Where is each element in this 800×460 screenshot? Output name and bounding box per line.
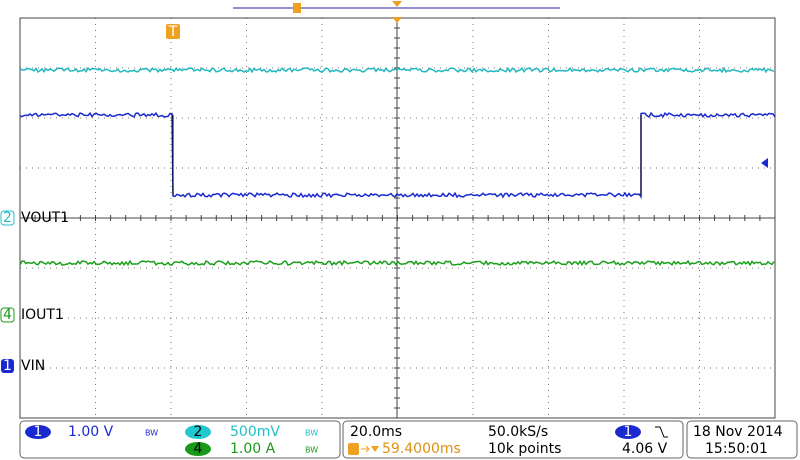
ch2-bw: BW [305, 429, 318, 438]
time: 15:50:01 [705, 441, 768, 457]
ch2-scale: 500mV [230, 424, 280, 440]
sample-rate: 50.0kS/s [488, 424, 548, 440]
status-ch4-badge-text: 4 [194, 441, 203, 457]
status-ch2-badge-text: 2 [194, 424, 203, 440]
ch4-scale: 1.00 A [230, 441, 276, 457]
date: 18 Nov 2014 [693, 424, 783, 440]
ch4-label: IOUT1 [21, 307, 64, 323]
trigger-pos-marker [371, 446, 379, 452]
timebase: 20.0ms [350, 424, 402, 440]
record-length: 10k points [488, 441, 561, 457]
trigger-position: 59.4000ms [382, 441, 461, 457]
trigger-source: 1 [624, 424, 633, 440]
ch1-badge-text: 1 [3, 358, 12, 374]
ch1-bw: BW [145, 429, 158, 438]
trigger-slope-icon [655, 427, 668, 437]
expansion-point [392, 17, 402, 23]
status-ch1-badge-text: 1 [34, 424, 43, 440]
ch1-label: VIN [21, 358, 45, 374]
record-trigger-marker [293, 3, 301, 13]
ch4-bw: BW [305, 446, 318, 455]
ch2-label: VOUT1 [21, 210, 69, 226]
trigger-marker: T [168, 24, 178, 40]
ch1-scale: 1.00 V [68, 424, 114, 440]
trigger-pos-icon [348, 443, 359, 455]
ch2-badge-text: 2 [3, 210, 12, 226]
ch4-badge-text: 4 [3, 307, 12, 323]
trigger-level: 4.06 V [622, 441, 668, 457]
trigger-level-arrow [761, 158, 768, 168]
trigger-pos-arrow [361, 446, 369, 452]
expansion-marker [392, 1, 402, 7]
